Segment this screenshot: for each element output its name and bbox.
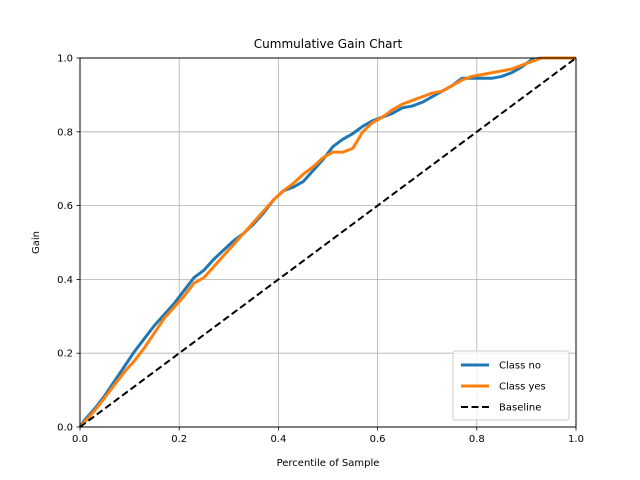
- legend-label-class-yes: Class yes: [499, 382, 546, 393]
- x-tick-label: 0.2: [171, 434, 187, 445]
- y-tick-label: 0.4: [57, 275, 73, 286]
- x-tick-label: 0.6: [370, 434, 386, 445]
- x-tick-label: 0.4: [270, 434, 286, 445]
- series-line-class-no: [78, 56, 576, 428]
- legend-box: [452, 350, 570, 421]
- x-tick-label: 1.0: [568, 434, 584, 445]
- legend-label-baseline: Baseline: [499, 403, 541, 414]
- grid-lines: [79, 57, 577, 428]
- y-tick-label: 1.0: [57, 54, 73, 65]
- series-line-class-yes: [78, 56, 576, 429]
- series-lines: [78, 56, 577, 429]
- y-tick-label: 0.6: [57, 201, 73, 212]
- x-axis-label: Percentile of Sample: [277, 458, 380, 469]
- y-axis-label: Gain: [31, 231, 42, 254]
- legend: Class no Class yes Baseline: [452, 350, 570, 421]
- legend-label-class-no: Class no: [499, 361, 541, 372]
- series-line-baseline: [79, 57, 577, 428]
- chart-title: Cummulative Gain Chart: [254, 37, 403, 51]
- x-tick-label: 0.0: [72, 434, 88, 445]
- y-tick-label: 0.0: [57, 423, 73, 434]
- axis-ticks: 0.0 0.2 0.4 0.6 0.8 1.0 0.0 0.2 0.4 0.6 0.8 1.0: [57, 54, 584, 446]
- x-tick-label: 0.8: [469, 434, 485, 445]
- plot-frame: [79, 57, 577, 428]
- y-tick-label: 0.8: [57, 127, 73, 138]
- y-tick-label: 0.2: [57, 349, 73, 360]
